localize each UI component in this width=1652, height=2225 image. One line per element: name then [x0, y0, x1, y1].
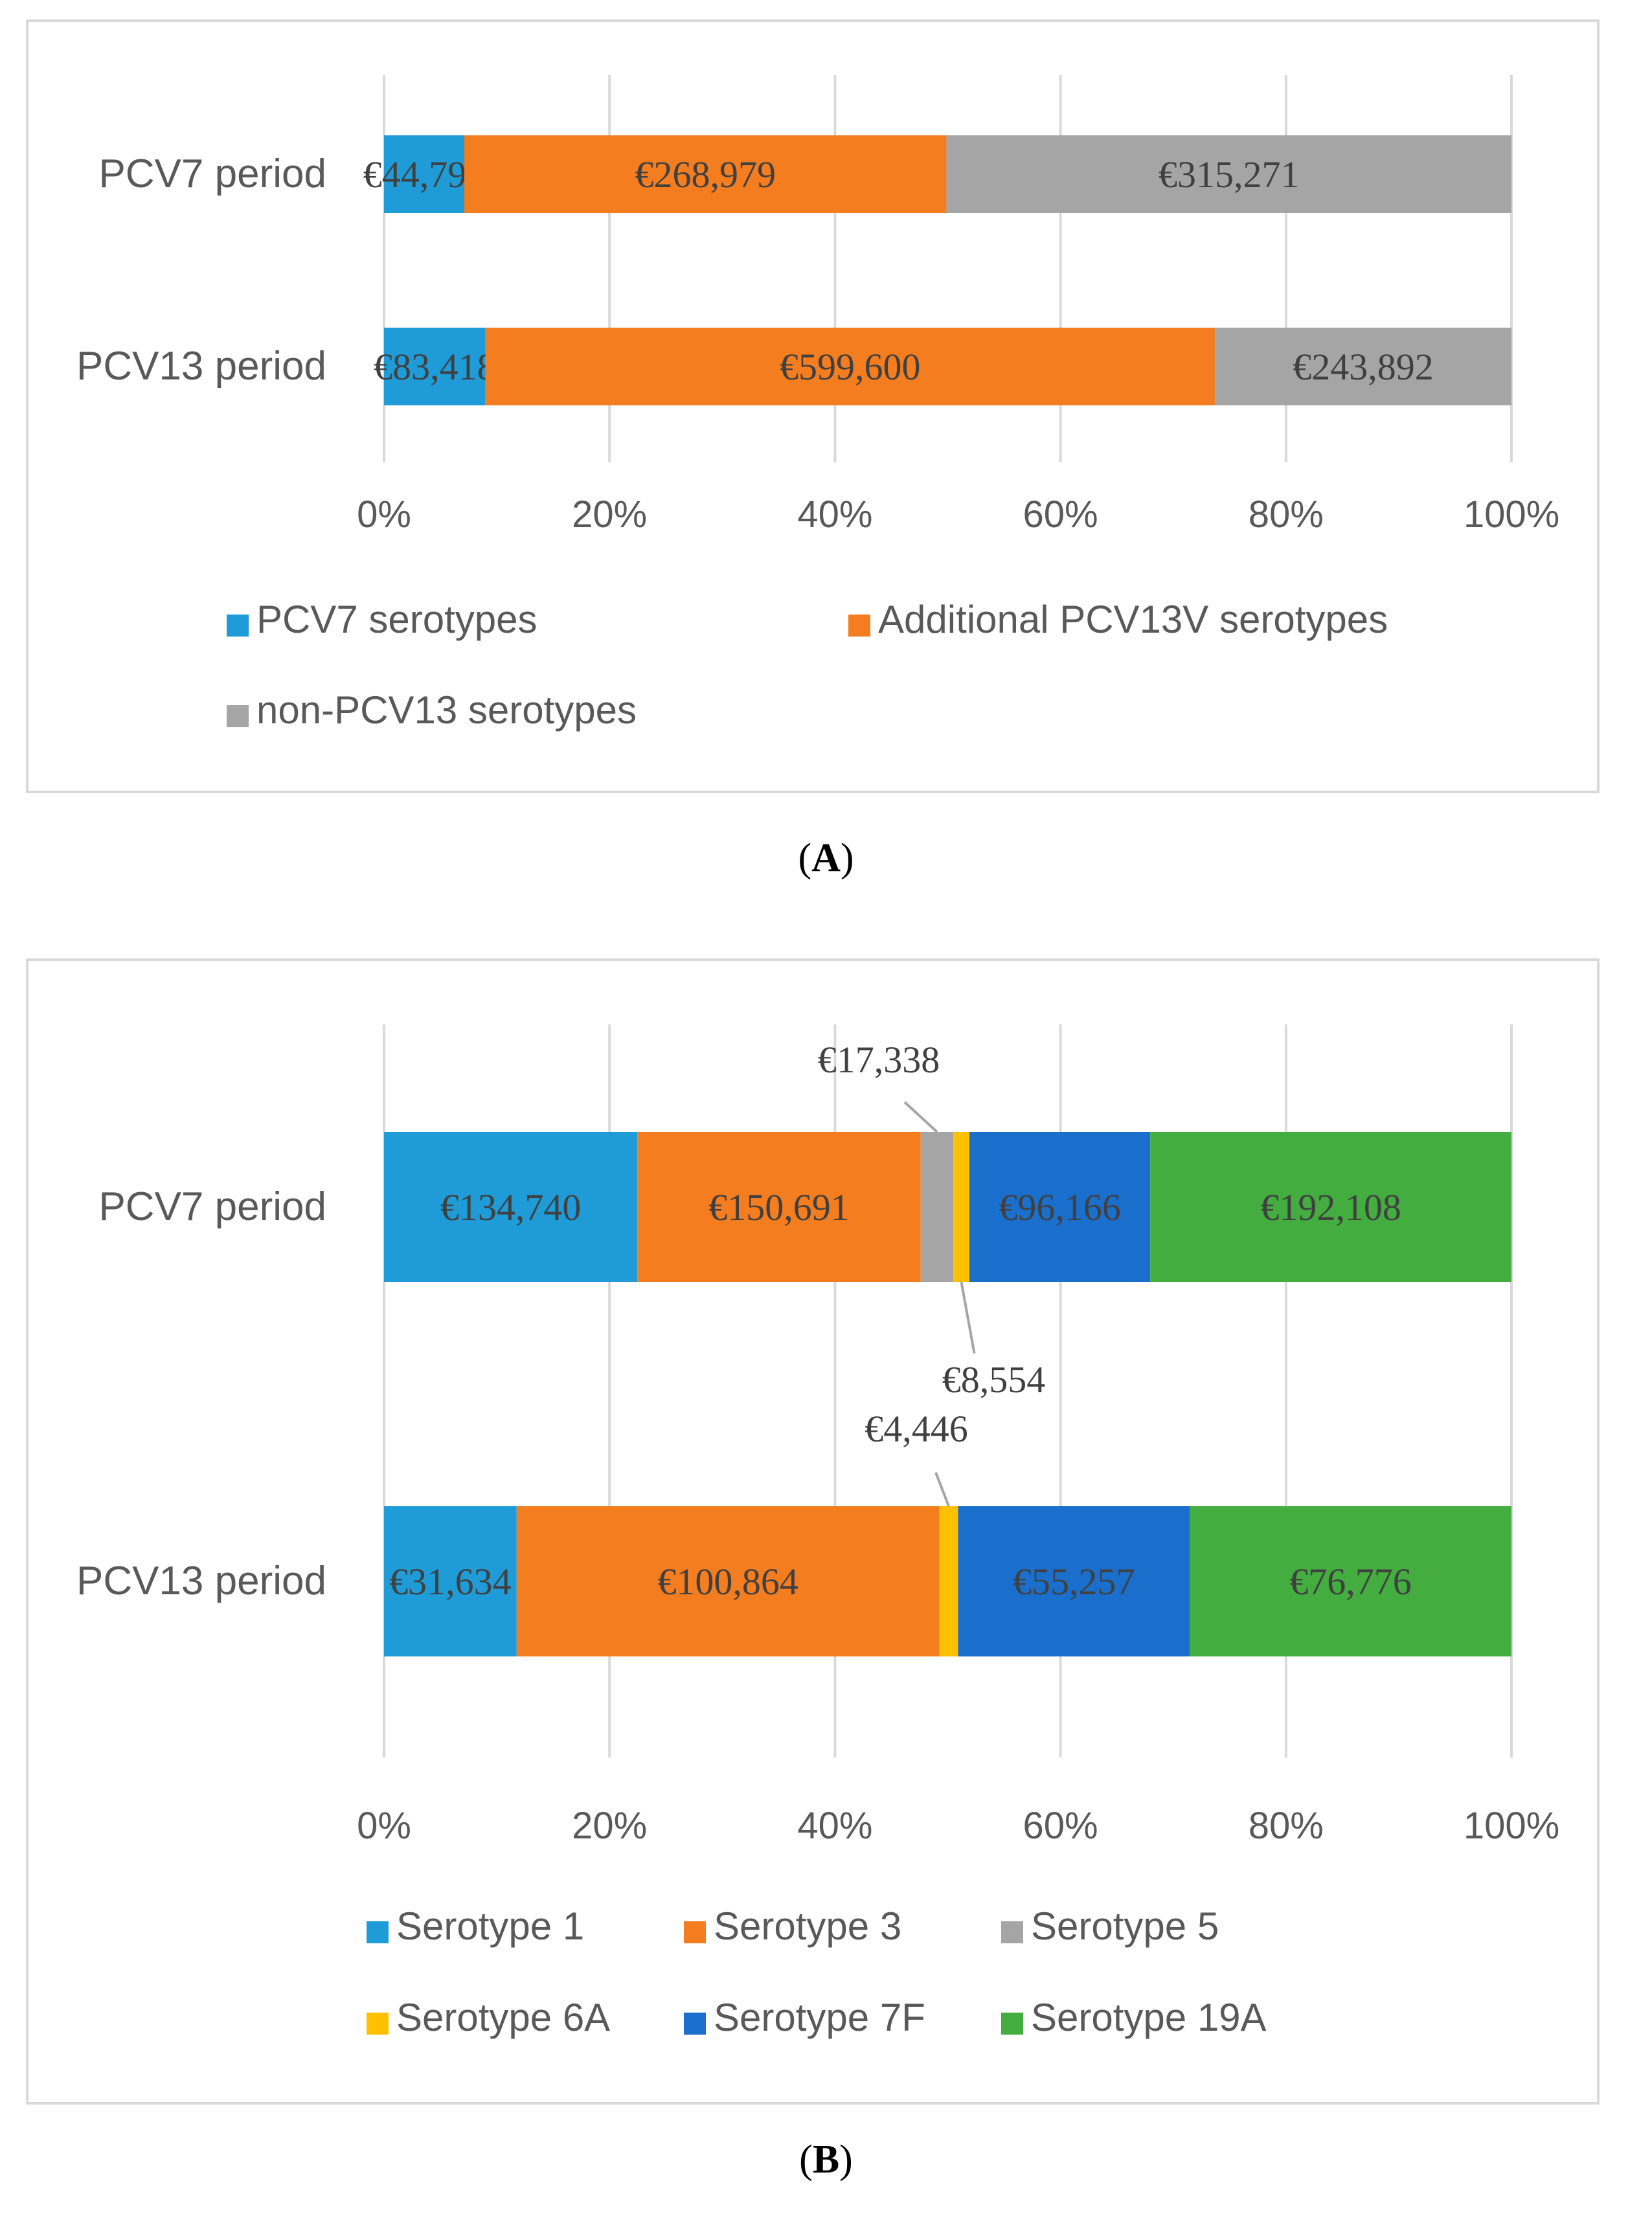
- data-label-a-pcv13-period-additional-pcv13v-serotypes: €599,600: [780, 346, 921, 388]
- legend-label-a-additional-pcv13v-serotypes: Additional PCV13V serotypes: [878, 598, 1388, 641]
- x-tick-label-b-4: 80%: [1249, 1805, 1324, 1847]
- x-tick-label-a-3: 60%: [1023, 493, 1098, 536]
- category-label-a-pcv13-period: PCV13 period: [76, 344, 326, 389]
- leader-line-b-pcv7-period-serotype-6a: [960, 1282, 976, 1354]
- caption-a: (A): [798, 836, 854, 880]
- legend-label-b-serotype-5: Serotype 5: [1031, 1904, 1219, 1948]
- caption-b-letter: B: [812, 2138, 840, 2182]
- legend-swatch-b-serotype-19a: [1001, 2013, 1023, 2035]
- data-label-a-pcv13-period-pcv7-serotypes: €83,418: [374, 346, 496, 388]
- bar-a-pcv7-period-pcv7-serotypes: [384, 135, 464, 213]
- category-label-a-pcv7-period: PCV7 period: [98, 152, 326, 196]
- x-tick-label-b-1: 20%: [572, 1805, 647, 1847]
- data-label-b-pcv7-period-serotype-19a: €192,108: [1260, 1186, 1401, 1228]
- caption-a-letter: A: [811, 836, 841, 880]
- bar-a-pcv13-period-pcv7-serotypes: [384, 328, 486, 405]
- data-label-b-pcv13-period-serotype-3: €100,864: [657, 1561, 798, 1603]
- data-label-b-pcv13-period-serotype-7f: €55,257: [1013, 1561, 1135, 1603]
- bar-b-pcv13-period-serotype-7f: [958, 1506, 1190, 1656]
- legend-swatch-a-additional-pcv13v-serotypes: [848, 615, 870, 637]
- x-tick-label-a-5: 100%: [1464, 493, 1559, 536]
- x-tick-label-a-0: 0%: [357, 493, 411, 536]
- data-label-b-pcv13-period-serotype-6a: €4,446: [865, 1408, 968, 1450]
- category-label-b-pcv7-period: PCV7 period: [98, 1184, 326, 1229]
- x-tick-label-a-2: 40%: [797, 493, 872, 536]
- legend-swatch-b-serotype-7f: [684, 2013, 706, 2035]
- leader-line-b-pcv7-period-serotype-5: [903, 1101, 938, 1133]
- bar-b-pcv7-period-serotype-1: [384, 1132, 638, 1282]
- bar-b-pcv13-period-serotype-3: [516, 1506, 940, 1656]
- bar-b-pcv13-period-serotype-6a: [939, 1506, 958, 1656]
- legend-swatch-b-serotype-3: [684, 1921, 706, 1943]
- data-label-b-pcv13-period-serotype-1: €31,634: [389, 1561, 512, 1603]
- chart-a-svg: 0% 20% 40% 60% 80% 100%PCV7 period €44,799 €268…: [76, 75, 1559, 732]
- legend-label-b-serotype-1: Serotype 1: [396, 1904, 584, 1948]
- bar-b-pcv7-period-serotype-6a: [953, 1132, 969, 1282]
- x-tick-label-b-3: 60%: [1023, 1805, 1098, 1847]
- bar-a-pcv13-period-non-pcv13-serotypes: [1214, 328, 1511, 405]
- legend-label-b-serotype-6a: Serotype 6A: [396, 1996, 610, 2039]
- legend-label-b-serotype-3: Serotype 3: [714, 1904, 901, 1948]
- legend-label-b-serotype-7f: Serotype 7F: [714, 1996, 925, 2039]
- x-tick-label-b-2: 40%: [797, 1805, 872, 1847]
- x-tick-label-a-1: 20%: [572, 493, 647, 536]
- data-label-a-pcv13-period-non-pcv13-serotypes: €243,892: [1293, 346, 1434, 388]
- bar-b-pcv7-period-serotype-7f: [969, 1132, 1151, 1282]
- legend-swatch-b-serotype-6a: [367, 2013, 389, 2035]
- x-tick-label-a-4: 80%: [1249, 493, 1324, 536]
- legend-swatch-a-non-pcv13-serotypes: [227, 705, 249, 727]
- legend-label-a-pcv7-serotypes: PCV7 serotypes: [256, 598, 537, 641]
- bar-b-pcv13-period-serotype-1: [384, 1506, 517, 1656]
- legend-swatch-b-serotype-5: [1001, 1921, 1023, 1943]
- data-label-b-pcv7-period-serotype-7f: €96,166: [999, 1186, 1121, 1228]
- bar-b-pcv13-period-serotype-19a: [1190, 1506, 1511, 1656]
- data-label-b-pcv7-period-serotype-6a: €8,554: [942, 1359, 1046, 1401]
- bar-b-pcv7-period-serotype-5: [920, 1132, 954, 1282]
- data-label-a-pcv7-period-non-pcv13-serotypes: €315,271: [1159, 153, 1300, 196]
- data-label-b-pcv7-period-serotype-3: €150,691: [708, 1186, 850, 1228]
- chart-panel-b: 0% 20% 40% 60% 80% 100% PCV7 period €134,740 €15…: [26, 958, 1600, 2105]
- chart-b-svg: 0% 20% 40% 60% 80% 100% PCV7 period €134,740 €15…: [76, 1024, 1559, 2039]
- bar-b-pcv7-period-serotype-19a: [1150, 1132, 1511, 1282]
- bar-a-pcv13-period-additional-pcv13v-serotypes: [485, 328, 1215, 405]
- data-label-a-pcv7-period-additional-pcv13v-serotypes: €268,979: [635, 153, 776, 196]
- bar-b-pcv7-period-serotype-3: [637, 1132, 921, 1282]
- legend-label-a-non-pcv13-serotypes: non-PCV13 serotypes: [256, 688, 637, 732]
- chart-panel-a: 0% 20% 40% 60% 80% 100% PCV7 period €44,799 €268…: [26, 19, 1600, 793]
- data-label-b-pcv7-period-serotype-5: €17,338: [818, 1039, 940, 1081]
- caption-b: (B): [799, 2138, 853, 2182]
- bar-a-pcv7-period-additional-pcv13v-serotypes: [464, 135, 947, 213]
- category-label-b-pcv13-period: PCV13 period: [76, 1559, 326, 1603]
- leader-line-b-pcv13-period-serotype-6a: [934, 1472, 950, 1507]
- data-label-b-pcv7-period-serotype-1: €134,740: [440, 1186, 582, 1228]
- bar-a-pcv7-period-non-pcv13-serotypes: [946, 135, 1511, 213]
- x-tick-label-b-5: 100%: [1464, 1805, 1559, 1847]
- legend-swatch-a-pcv7-serotypes: [227, 615, 249, 637]
- legend-label-b-serotype-19a: Serotype 19A: [1031, 1996, 1267, 2039]
- x-tick-label-b-0: 0%: [357, 1805, 411, 1847]
- legend-swatch-b-serotype-1: [367, 1921, 389, 1943]
- data-label-b-pcv13-period-serotype-19a: €76,776: [1289, 1561, 1412, 1603]
